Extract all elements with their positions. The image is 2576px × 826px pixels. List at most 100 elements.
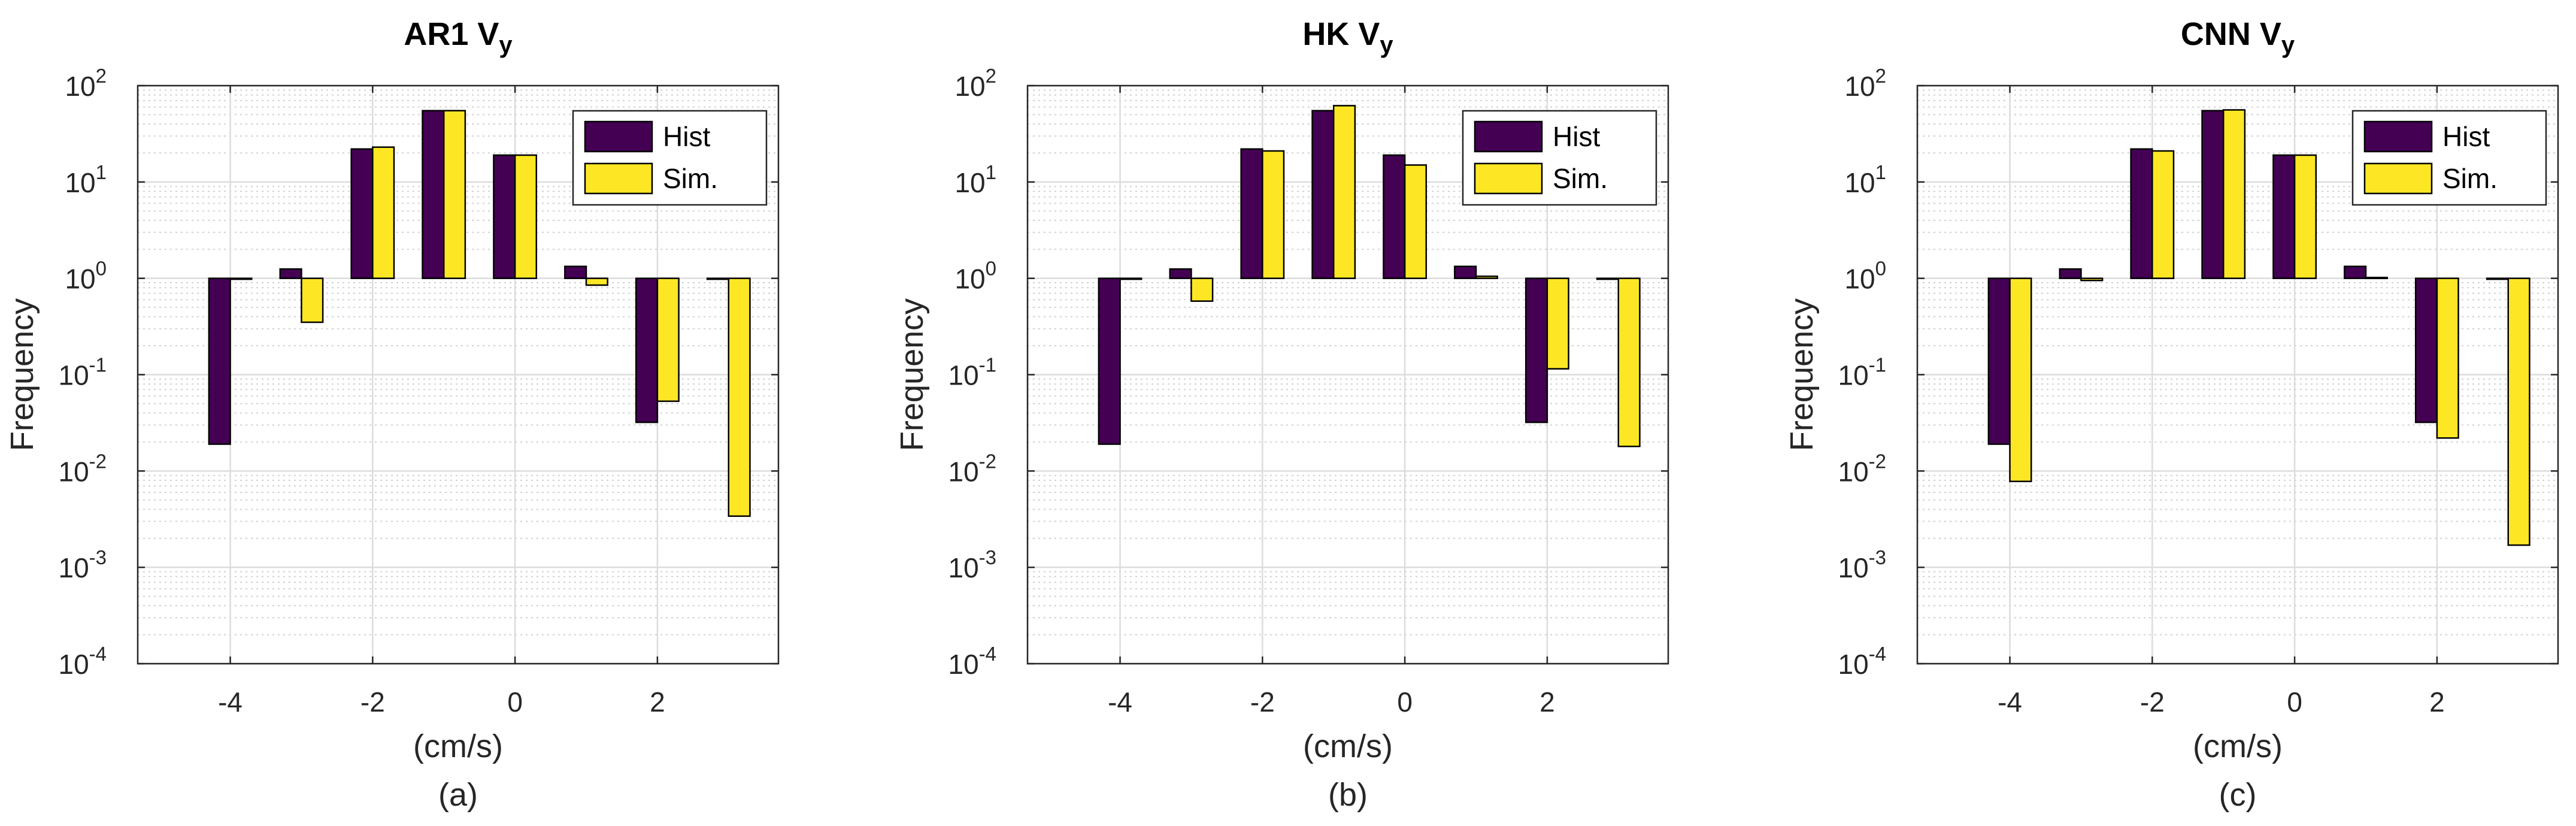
bar-hist xyxy=(1311,110,1335,279)
y-tick-label: 102 xyxy=(65,65,107,102)
x-tick-label: -2 xyxy=(1250,686,1275,718)
bar-sim xyxy=(229,277,253,280)
y-tick-label: 100 xyxy=(954,258,996,295)
y-tick-label: 10-2 xyxy=(58,450,107,487)
bar-sim xyxy=(728,277,751,517)
chart-panel: -4 -2 0 2 10-4 10-3 10-2 10-1 100 101 102 HK Vy (cm/… xyxy=(894,16,1669,813)
y-tick-label: 101 xyxy=(65,161,107,198)
bar-sim xyxy=(585,277,608,286)
legend: Hist Sim. xyxy=(572,110,768,206)
y-axis-label: Frequency xyxy=(1784,298,1820,451)
panel-caption: (c) xyxy=(2219,777,2257,813)
bar-hist xyxy=(1383,154,1406,279)
bar-hist xyxy=(2486,277,2510,280)
x-tick-label: -4 xyxy=(1108,686,1132,718)
bar-sim xyxy=(656,277,680,403)
x-axis-label: (cm/s) xyxy=(1303,728,1393,764)
bar-hist xyxy=(1525,277,1548,423)
y-tick-label: 102 xyxy=(1844,65,1886,102)
bar-hist xyxy=(2130,148,2153,279)
bar-hist xyxy=(1987,277,2011,445)
bar-hist xyxy=(1454,265,1477,279)
y-tick-label: 10-1 xyxy=(58,354,107,391)
y-tick-label: 10-1 xyxy=(1838,354,1886,391)
x-tick-label: 2 xyxy=(650,686,665,718)
legend-label: Hist xyxy=(1553,121,1600,152)
legend-label: Sim. xyxy=(1553,163,1608,194)
bar-hist xyxy=(564,265,587,279)
bar-hist xyxy=(1169,268,1192,279)
y-tick-label: 101 xyxy=(954,161,996,198)
legend-swatch xyxy=(1474,162,1543,195)
bar-sim xyxy=(2436,277,2459,439)
x-tick-label: 2 xyxy=(1539,686,1555,718)
legend-swatch xyxy=(584,162,653,195)
y-tick-label: 101 xyxy=(1844,161,1886,198)
legend-label: Hist xyxy=(663,121,710,152)
bar-sim xyxy=(1475,276,1498,279)
bar-sim xyxy=(2507,277,2530,546)
bar-sim xyxy=(1617,277,1641,447)
bar-hist xyxy=(2414,277,2438,423)
legend: Hist Sim. xyxy=(1462,110,1657,206)
x-tick-label: -2 xyxy=(360,686,385,718)
bar-sim xyxy=(2365,277,2388,280)
y-tick-label: 100 xyxy=(1844,258,1886,295)
chart-title: CNN Vy xyxy=(2181,16,2295,58)
x-tick-label: -2 xyxy=(2140,686,2165,718)
bar-hist xyxy=(2272,154,2296,279)
panel-caption: (a) xyxy=(438,777,478,813)
y-tick-label: 100 xyxy=(65,258,107,295)
legend-swatch xyxy=(1474,120,1543,153)
legend-label: Sim. xyxy=(663,163,718,194)
bar-sim xyxy=(2222,109,2246,279)
bar-sim xyxy=(301,277,324,323)
bar-hist xyxy=(493,154,516,279)
x-axis-label: (cm/s) xyxy=(413,728,503,764)
panel-caption: (b) xyxy=(1328,777,1368,813)
bar-hist xyxy=(350,148,374,279)
x-tick-label: 2 xyxy=(2429,686,2445,718)
y-tick-label: 10-4 xyxy=(58,643,107,680)
bar-sim xyxy=(514,154,538,279)
y-tick-label: 10-3 xyxy=(58,546,107,583)
y-tick-label: 10-4 xyxy=(948,643,996,680)
bar-sim xyxy=(2009,277,2032,482)
x-tick-label: -4 xyxy=(1998,686,2022,718)
bar-hist xyxy=(208,277,231,445)
bar-sim xyxy=(443,110,466,279)
x-tick-label: 0 xyxy=(2287,686,2302,718)
y-tick-label: 10-4 xyxy=(1838,643,1886,680)
bar-sim xyxy=(1546,277,1569,370)
chart-title: AR1 Vy xyxy=(404,16,513,58)
legend-swatch xyxy=(2363,120,2433,153)
legend: Hist Sim. xyxy=(2351,110,2547,206)
bar-hist xyxy=(1596,277,1620,280)
y-tick-label: 10-3 xyxy=(948,546,996,583)
bar-hist xyxy=(1098,277,1121,445)
chart-panel: -4 -2 0 2 10-4 10-3 10-2 10-1 100 101 102 CNN Vy (cm… xyxy=(1784,16,2559,813)
bar-sim xyxy=(2293,154,2317,279)
y-tick-label: 102 xyxy=(954,65,996,102)
bar-hist xyxy=(422,110,445,279)
bar-hist xyxy=(706,277,730,280)
bar-hist xyxy=(279,268,302,279)
x-axis-label: (cm/s) xyxy=(2193,728,2283,764)
x-tick-label: 0 xyxy=(507,686,523,718)
bar-hist xyxy=(2201,110,2225,279)
legend-swatch xyxy=(2363,162,2433,195)
bar-sim xyxy=(1332,105,1356,279)
legend-swatch xyxy=(584,120,653,153)
bar-hist xyxy=(2344,265,2367,279)
bar-hist xyxy=(1240,148,1263,279)
y-tick-label: 10-3 xyxy=(1838,546,1886,583)
x-tick-label: 0 xyxy=(1397,686,1413,718)
chart-title: HK Vy xyxy=(1302,16,1393,58)
bar-hist xyxy=(635,277,659,423)
chart-panel: -4 -2 0 2 10-4 10-3 10-2 10-1 100 101 102 AR1 Vy (cm… xyxy=(4,16,780,813)
y-tick-label: 10-2 xyxy=(1838,450,1886,487)
bar-hist xyxy=(2059,268,2082,279)
bar-sim xyxy=(2151,150,2175,279)
y-axis-label: Frequency xyxy=(4,298,40,451)
